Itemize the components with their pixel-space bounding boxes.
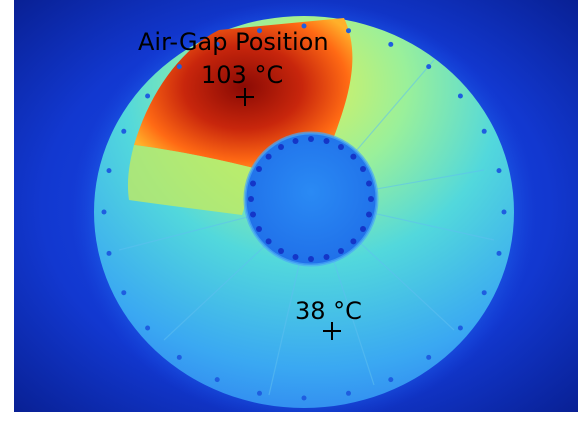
bore-bolt-hole <box>256 226 262 232</box>
warm-sector <box>127 145 269 215</box>
bolt-holes <box>101 23 507 401</box>
outer-bolt-hole <box>388 41 394 47</box>
outer-bolt-hole <box>301 395 307 401</box>
bore-bolt-hole <box>350 238 357 245</box>
outer-bolt-hole <box>106 250 112 256</box>
bore-bolt-hole <box>292 254 299 260</box>
outer-bolt-hole <box>101 209 107 215</box>
bore-bolt-hole <box>366 211 372 218</box>
bore-bolt-hole <box>265 153 272 160</box>
bore-bolt-hole <box>360 166 366 172</box>
bore-bolt-hole <box>248 196 254 202</box>
outer-bolt-hole <box>426 64 432 70</box>
outer-bolt-hole <box>457 325 463 331</box>
bore-bolt-hole <box>323 138 330 144</box>
bore-bolt-hole <box>323 254 330 260</box>
bore-bolt-hole <box>308 136 314 142</box>
outer-bolt-hole <box>257 390 262 396</box>
bore-bolt-hole <box>278 144 284 150</box>
outer-bolt-hole <box>426 354 432 360</box>
bore-rim <box>243 131 379 267</box>
hot-temperature-label: 103 °C <box>201 61 284 89</box>
cool-crosshair <box>323 322 341 340</box>
bore-bolt-hole <box>366 180 372 187</box>
bore-bolt-hole <box>256 166 262 172</box>
bore-bolt-hole <box>368 196 374 202</box>
bore-bolt-hole <box>250 211 256 218</box>
outer-bolt-hole <box>121 290 127 296</box>
outer-bolt-hole <box>176 354 182 360</box>
bore-bolt-hole <box>360 226 366 232</box>
outer-bolt-hole <box>257 28 262 34</box>
outer-bolt-hole <box>388 377 394 383</box>
thermal-image <box>14 0 578 412</box>
outer-bolt-hole <box>501 209 507 215</box>
outer-bolt-hole <box>214 41 220 47</box>
outer-bolt-hole <box>214 377 220 383</box>
bore-bolt-hole <box>338 144 344 150</box>
bore-bolt-hole <box>350 153 357 160</box>
outer-bolt-hole <box>346 28 351 34</box>
outer-bolt-hole <box>496 168 502 174</box>
outer-bolt-hole <box>145 93 151 99</box>
bore <box>245 133 377 265</box>
outer-bolt-hole <box>145 325 151 331</box>
bore-bolt-hole <box>250 180 256 187</box>
bore-bolt-hole <box>338 248 344 254</box>
outer-bolt-hole <box>481 290 487 296</box>
outer-bolt-hole <box>121 128 127 134</box>
cool-temperature-label: 38 °C <box>295 297 362 325</box>
outer-bolt-hole <box>481 128 487 134</box>
outer-bolt-hole <box>346 390 351 396</box>
outer-bolt-hole <box>457 93 463 99</box>
outer-bolt-hole <box>176 64 182 70</box>
bore-bolt-hole <box>308 256 314 262</box>
hot-crosshair <box>236 88 254 106</box>
bore-bolt-hole <box>278 248 284 254</box>
outer-bolt-hole <box>106 168 112 174</box>
title-label: Air-Gap Position <box>138 28 329 56</box>
outer-bolt-hole <box>496 250 502 256</box>
bore-bolt-hole <box>292 138 299 144</box>
bore-bolt-hole <box>265 238 272 245</box>
outer-bolt-hole <box>301 23 307 29</box>
